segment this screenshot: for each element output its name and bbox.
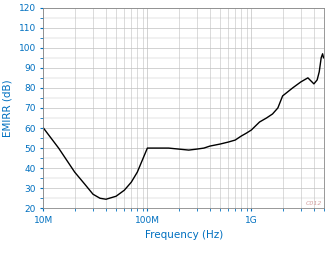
X-axis label: Frequency (Hz): Frequency (Hz)	[145, 230, 223, 241]
Y-axis label: EMIRR (dB): EMIRR (dB)	[3, 79, 13, 137]
Text: C012: C012	[306, 201, 323, 206]
